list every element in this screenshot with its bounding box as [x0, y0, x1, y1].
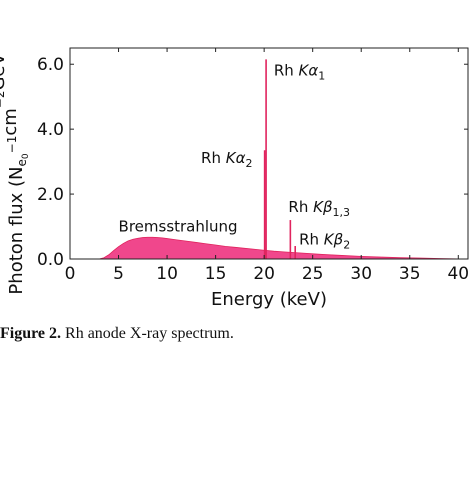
- y-axis-label: Photon flux (Ne0−1cm−2GeV−1): [0, 28, 31, 294]
- x-tick-label: 35: [399, 264, 421, 284]
- caption-text: Rh anode X-ray spectrum.: [61, 325, 234, 342]
- plot-area: [70, 236, 469, 260]
- y-label-part: GeV: [0, 52, 9, 90]
- y-label-part: 0: [21, 153, 31, 159]
- y-tick-label: 6.0: [37, 55, 64, 75]
- y-axis-ticks: 0.0 2.0 4.0 6.0: [37, 55, 468, 270]
- annotation-rh-ka1: Rh Kα1: [274, 62, 325, 83]
- figure-caption: Figure 2. Rh anode X-ray spectrum.: [0, 325, 474, 343]
- plot-frame: [69, 47, 469, 260]
- annotation-bremsstrahlung: Bremsstrahlung: [119, 217, 238, 235]
- y-tick-label: 0.0: [37, 250, 64, 270]
- annotations: Bremsstrahlung Rh Kα1 Rh Kα2 Rh Kβ1,3 Rh Kβ2: [119, 62, 351, 252]
- annotation-rh-kb2: Rh Kβ2: [299, 230, 350, 251]
- y-label-part: Photon flux (N: [6, 166, 27, 294]
- y-label-part: −2: [0, 91, 7, 109]
- y-label-part: −1: [5, 136, 19, 154]
- x-tick-label: 25: [302, 264, 324, 284]
- x-tick-label: 5: [113, 264, 124, 284]
- x-tick-label: 30: [350, 264, 372, 284]
- x-tick-label: 40: [447, 264, 469, 284]
- annotation-rh-ka2: Rh Kα2: [201, 149, 252, 170]
- annotation-rh-kb13: Rh Kβ1,3: [288, 198, 350, 219]
- caption-label: Figure 2.: [0, 325, 62, 342]
- x-axis-label: Energy (keV): [211, 289, 327, 310]
- y-label-part: e: [15, 159, 29, 166]
- chart: 0 5 10 15 20 25 30 35 40 0.0 2.0 4.0 6.0 Energy (ke…: [0, 28, 469, 310]
- x-axis-ticks: 0 5 10 15 20 25 30 35 40: [65, 48, 469, 284]
- x-tick-label: 10: [156, 264, 178, 284]
- x-tick-label: 15: [205, 264, 227, 284]
- spectrum-plot: 0 5 10 15 20 25 30 35 40 0.0 2.0 4.0 6.0 Energy (ke…: [0, 28, 469, 310]
- y-tick-label: 4.0: [37, 120, 64, 140]
- emission-lines: [263, 59, 297, 259]
- y-tick-label: 2.0: [37, 185, 64, 205]
- bremsstrahlung-area: [99, 236, 469, 260]
- x-tick-label: 20: [253, 264, 275, 284]
- y-label-part: cm: [0, 108, 21, 135]
- x-tick-label: 0: [65, 264, 76, 284]
